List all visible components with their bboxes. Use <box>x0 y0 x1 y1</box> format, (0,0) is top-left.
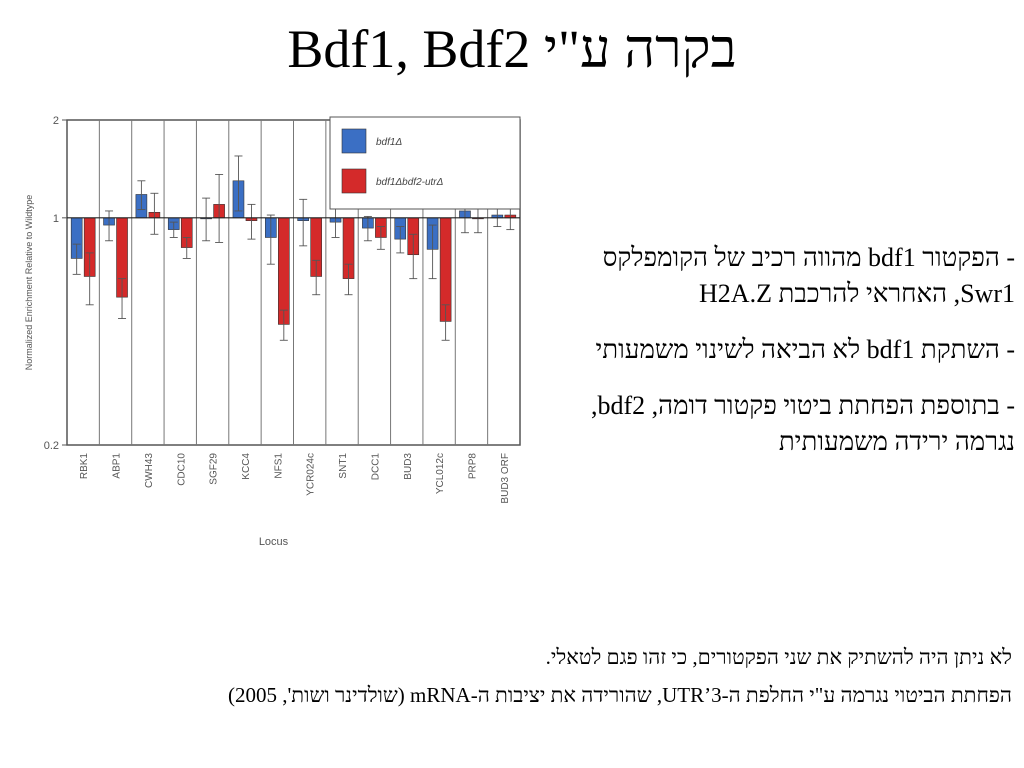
x-tick-label: BUD3 ORF <box>500 453 511 504</box>
notes: לא ניתן היה להשתיק את שני הפקטורים, כי ז… <box>20 642 1012 718</box>
legend-swatch <box>341 128 367 154</box>
legend-label: bdf1Δbdf2-utrΔ <box>376 177 444 188</box>
x-tick-label: BUD3 <box>403 453 414 480</box>
note-1: לא ניתן היה להשתיק את שני הפקטורים, כי ז… <box>545 645 1012 669</box>
y-axis-label: Normalized Enrichment Relative to Wildty… <box>24 195 34 371</box>
enrichment-chart: 2 1 0.2 Normalized Enrichment Relative to W… <box>10 105 535 555</box>
bullet-list: - הפקטור bdf1 מהווה רכיב של הקומפלקס Swr… <box>575 240 1015 480</box>
x-tick-label: SNT1 <box>338 453 349 479</box>
x-tick-label: SGF29 <box>209 453 220 485</box>
x-tick-label: YCR024c <box>306 453 317 496</box>
chart-svg: 2 1 0.2 Normalized Enrichment Relative to W… <box>24 115 521 548</box>
x-tick-label: KCC4 <box>241 453 252 480</box>
slide-title: בקרה ע"י Bdf1, Bdf2 <box>287 19 737 79</box>
x-tick-label: PRP8 <box>467 453 478 480</box>
bar-bdf1-bdf2-nfs1 <box>278 217 290 325</box>
legend-swatch <box>341 168 367 194</box>
x-tick-label: RBK1 <box>79 453 90 480</box>
bullet-1: - הפקטור bdf1 מהווה רכיב של הקומפלקס Swr… <box>602 243 1015 308</box>
x-tick-label: YCL012c <box>435 453 446 494</box>
note-2: הפחתת הביטוי נגרמה ע"י החלפת ה-3’UTR, שה… <box>228 683 1012 707</box>
y-tick-label: 2 <box>53 115 59 127</box>
x-tick-label: ABP1 <box>112 453 123 479</box>
legend-label: bdf1Δ <box>376 137 402 148</box>
y-tick-label: 1 <box>53 213 59 225</box>
x-axis-label: Locus <box>259 536 289 548</box>
x-tick-label: CDC10 <box>176 453 187 486</box>
x-tick-label: CWH43 <box>144 453 155 488</box>
bullet-3: - בתוספת הפחתת ביטוי פקטור דומה, bdf2, נ… <box>590 391 1015 456</box>
y-tick-label: 0.2 <box>44 440 59 452</box>
x-tick-label: DCC1 <box>370 453 381 481</box>
bullet-2: - השתקת bdf1 לא הביאה לשינוי משמעותי <box>595 335 1015 364</box>
x-tick-label: NFS1 <box>273 453 284 479</box>
